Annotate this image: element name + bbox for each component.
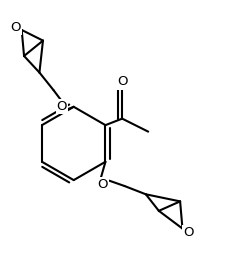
Text: O: O <box>98 178 108 191</box>
Text: O: O <box>57 100 67 113</box>
Text: O: O <box>183 226 194 239</box>
Text: O: O <box>117 76 128 88</box>
Text: O: O <box>11 21 21 34</box>
